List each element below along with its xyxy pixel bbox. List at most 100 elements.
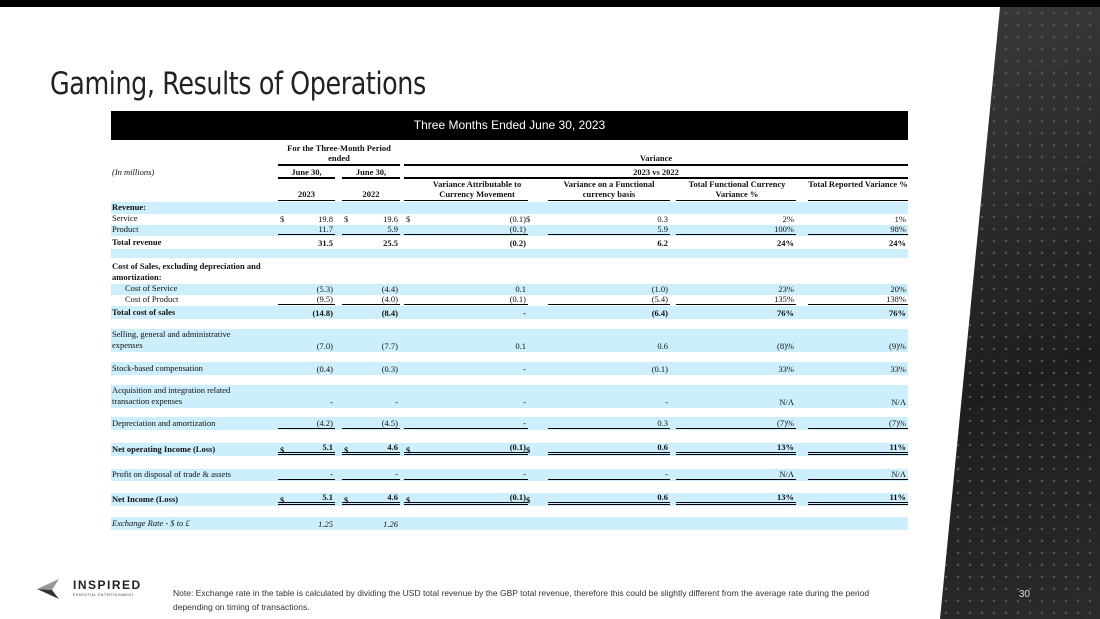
footnote: Note: Exchange rate in the table is calc… <box>173 588 870 612</box>
table-row: Net operating Income (Loss) 5.1 $4.6 $ (0.1)… <box>111 442 908 456</box>
table-cell: N/A <box>676 469 796 480</box>
top-bar <box>0 0 1100 7</box>
table-cell: (7.7) <box>381 341 398 351</box>
table-row: Exchange Rate - $ to £ 1.25 1.26 <box>111 517 908 530</box>
row-label: Cost of Product <box>125 294 179 304</box>
table-cell: - <box>330 397 333 407</box>
table-cell: (4.0) <box>342 294 400 305</box>
table-cell: (7.0) <box>316 341 333 351</box>
table-cell: 5.9 <box>548 224 670 235</box>
table-cell: (4.2) <box>278 418 335 429</box>
row-label: Acquisition and integration related tran… <box>112 385 231 406</box>
table-cell: 1.26 <box>383 519 398 529</box>
table-row: Acquisition and integration related tran… <box>111 385 908 408</box>
col-functional-pct: Total Functional Currency Variance % <box>688 179 786 199</box>
table-cell: - <box>404 418 528 429</box>
table-row: Profit on disposal of trade & assets - - - -… <box>111 469 908 481</box>
currency-symbol: $ <box>406 214 411 224</box>
table-cell: 98% <box>808 224 908 235</box>
table-cell: (0.1) <box>509 214 526 224</box>
page-number: 30 <box>1018 589 1030 600</box>
table-cell: (1.0) <box>651 284 668 294</box>
table-cell: (9.5) <box>278 294 335 305</box>
results-table: For the Three-Month Period ended Varianc… <box>111 140 908 530</box>
col-currency-variance: Variance Attributable to Currency Moveme… <box>432 179 522 199</box>
table-cell: 5.9 <box>342 224 400 235</box>
logo-tagline: ESSENTIAL ENTERTAINMENT <box>73 593 135 597</box>
table-cell: - <box>523 308 526 318</box>
table-cell: 1% <box>894 214 906 224</box>
june-2022-header: June 30, <box>355 167 387 177</box>
currency-symbol: $ <box>344 445 349 455</box>
currency-symbol: $ <box>344 495 349 505</box>
table-cell: (8.4) <box>381 308 398 318</box>
table-cell: 11.7 <box>278 224 335 235</box>
table-row <box>111 456 908 469</box>
table-cell: 138% <box>808 294 908 305</box>
table-cell: 0.6 <box>548 442 670 455</box>
table-cell: 13% <box>676 442 796 455</box>
table-row <box>111 352 908 362</box>
table-cell: - <box>523 364 526 374</box>
table-cell: 25.5 <box>383 238 398 248</box>
period-header: For the Three-Month Period ended <box>287 143 391 163</box>
table-row <box>111 375 908 385</box>
table-cell: 0.6 <box>548 492 670 505</box>
table-cell: 0.3 <box>548 418 670 429</box>
table-cell: (0.4) <box>316 364 333 374</box>
currency-symbol: $ <box>526 495 531 505</box>
row-label: Net operating Income (Loss) <box>112 444 216 454</box>
table-row <box>111 408 908 417</box>
units-label: (In millions) <box>112 167 155 177</box>
row-label: Profit on disposal of trade & assets <box>112 469 231 479</box>
table-cell: 0.3 <box>657 214 668 224</box>
currency-symbol: $ <box>280 214 285 224</box>
table-cell: - <box>523 397 526 407</box>
table-cell: 4.6 <box>342 442 400 455</box>
currency-symbol: $ <box>280 445 285 455</box>
table-cell: 33% <box>778 364 794 374</box>
table-row: Stock-based compensation (0.4) (0.3) - (0.1)… <box>111 362 908 375</box>
table-cell: 11% <box>808 492 908 505</box>
col-2023: 2023 <box>298 189 315 199</box>
row-label: Stock-based compensation <box>112 363 203 373</box>
currency-symbol: $ <box>406 445 411 455</box>
currency-symbol: $ <box>406 495 411 505</box>
table-cell: 6.2 <box>657 238 668 248</box>
table-cell: 20% <box>890 284 906 294</box>
table-cell: - <box>404 469 528 480</box>
table-cell: (7)% <box>808 418 908 429</box>
table-cell: N/A <box>808 469 908 480</box>
variance-header: Variance <box>639 153 673 163</box>
table-cell: (0.1) <box>404 224 528 235</box>
table-row: Product 11.7 5.9 (0.1) 5.9 100% 98% <box>111 224 908 236</box>
table-cell: N/A <box>779 397 794 407</box>
table-cell: - <box>395 397 398 407</box>
table-row: Cost of Service (5.3) (4.4) 0.1 (1.0) 23% 20% <box>111 283 908 295</box>
table-cell: (5.4) <box>548 294 670 305</box>
currency-symbol: $ <box>526 214 531 224</box>
table-cell: (6.4) <box>651 308 668 318</box>
table-cell: (0.1) <box>404 492 528 505</box>
inspired-logo: INSPIRED ESSENTIAL ENTERTAINMENT <box>37 578 147 605</box>
row-label: Selling, general and administrative expe… <box>112 329 231 350</box>
currency-symbol: $ <box>280 495 285 505</box>
table-cell: (0.2) <box>509 238 526 248</box>
table-row <box>111 506 908 517</box>
table-cell: - <box>342 469 400 480</box>
decorative-side-panel <box>940 7 1100 619</box>
table-cell: (4.5) <box>342 418 400 429</box>
table-header: For the Three-Month Period ended Varianc… <box>111 140 908 202</box>
table-cell: (0.1) <box>404 442 528 455</box>
table-row: Depreciation and amortization (4.2) (4.5) -… <box>111 417 908 430</box>
table-row: Cost of Sales, excluding depreciation an… <box>111 258 908 284</box>
currency-symbol: $ <box>344 214 349 224</box>
page-title: Gaming, Results of Operations <box>50 66 426 102</box>
col-reported-pct: Total Reported Variance % <box>808 179 908 189</box>
table-cell: 2% <box>782 214 794 224</box>
table-row: Selling, general and administrative expe… <box>111 329 908 352</box>
table-cell: 23% <box>778 284 794 294</box>
table-cell: 31.5 <box>318 238 333 248</box>
table-body: Revenue: Service 19.8 $19.6 $ (0.1) $0.3 $2% 1% P… <box>111 202 908 530</box>
vs-header: 2023 vs 2022 <box>633 167 679 177</box>
